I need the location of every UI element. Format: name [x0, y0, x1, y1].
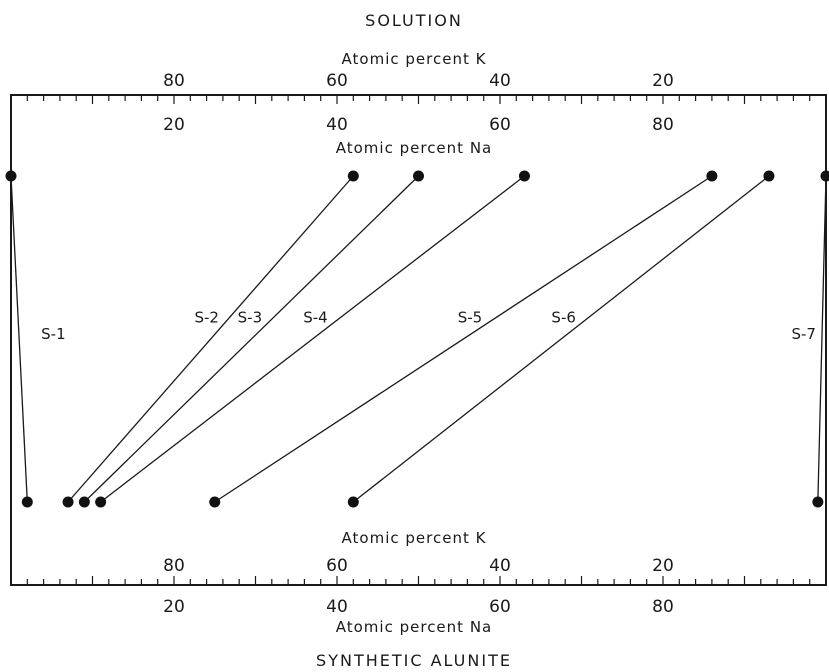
top-na-tick-label-60: 60 — [489, 115, 511, 135]
top-na-tick-label-80: 80 — [652, 115, 674, 135]
top-na-tick-label-40: 40 — [326, 115, 348, 135]
top-axis-label-k: Atomic percent K — [342, 50, 487, 68]
series-labels: S-1 S-2 S-3 S-4 S-5 S-6 S-7 — [41, 309, 816, 343]
tie-line-S-7 — [817, 175, 827, 503]
series-label-S-4: S-4 — [303, 309, 327, 327]
solution-point-S-5 — [706, 170, 718, 182]
top-axis-label-na: Atomic percent Na — [336, 139, 492, 157]
solution-point-S-3 — [413, 170, 424, 182]
series-label-S-3: S-3 — [238, 309, 262, 327]
chart-title-synthetic-alunite: SYNTHETIC ALUNITE — [316, 651, 512, 670]
top-k-tick-label-80: 80 — [163, 71, 185, 91]
tie-line-S-1 — [10, 175, 28, 503]
tie-line-S-3 — [83, 175, 419, 503]
bottom-na-tick-label-20: 20 — [163, 597, 185, 617]
alunite-point-S-3 — [78, 496, 90, 508]
bottom-axis-label-k: Atomic percent K — [342, 529, 487, 547]
tie-lines — [10, 175, 827, 503]
bottom-axis-label-na: Atomic percent Na — [336, 618, 492, 636]
tie-line-S-6 — [352, 175, 770, 503]
bottom-na-tick-label-40: 40 — [326, 597, 348, 617]
alunite-point-S-2 — [62, 496, 74, 508]
solution-point-S-7 — [820, 170, 829, 182]
top-k-tick-label-20: 20 — [652, 71, 674, 91]
bottom-k-tick-label-80: 80 — [163, 556, 185, 576]
axis-tick-labels: 80 60 40 20 20 40 60 80 80 60 40 20 20 40 60 80 — [163, 71, 674, 617]
top-k-tick-label-60: 60 — [326, 71, 348, 91]
tie-line-S-5 — [214, 175, 713, 503]
alunite-point-S-5 — [209, 496, 221, 508]
bottom-axis-ticks — [10, 576, 827, 585]
series-label-S-5: S-5 — [458, 309, 482, 327]
top-k-tick-label-40: 40 — [489, 71, 511, 91]
bottom-na-tick-label-80: 80 — [652, 597, 674, 617]
series-label-S-6: S-6 — [551, 309, 575, 327]
chart-title-solution: SOLUTION — [365, 11, 463, 30]
bottom-k-tick-label-20: 20 — [652, 556, 674, 576]
series-label-S-7: S-7 — [791, 325, 815, 343]
alunite-point-S-6 — [347, 496, 359, 508]
alunite-point-S-4 — [95, 496, 107, 508]
bottom-na-tick-label-60: 60 — [489, 597, 511, 617]
alunite-point-S-7 — [812, 496, 824, 508]
tie-line-S-2 — [67, 175, 354, 503]
top-na-tick-label-20: 20 — [163, 115, 185, 135]
alunite-point-S-1 — [21, 496, 33, 508]
top-axis-ticks — [10, 95, 827, 104]
solution-point-S-6 — [763, 170, 775, 182]
solution-point-S-2 — [347, 170, 359, 182]
bottom-k-tick-label-60: 60 — [326, 556, 348, 576]
series-label-S-2: S-2 — [194, 309, 218, 327]
data-points — [5, 170, 829, 508]
solution-point-S-4 — [518, 170, 530, 182]
solution-point-S-1 — [5, 170, 17, 182]
bottom-k-tick-label-40: 40 — [489, 556, 511, 576]
series-label-S-1: S-1 — [41, 325, 65, 343]
tie-line-S-4 — [100, 175, 525, 503]
